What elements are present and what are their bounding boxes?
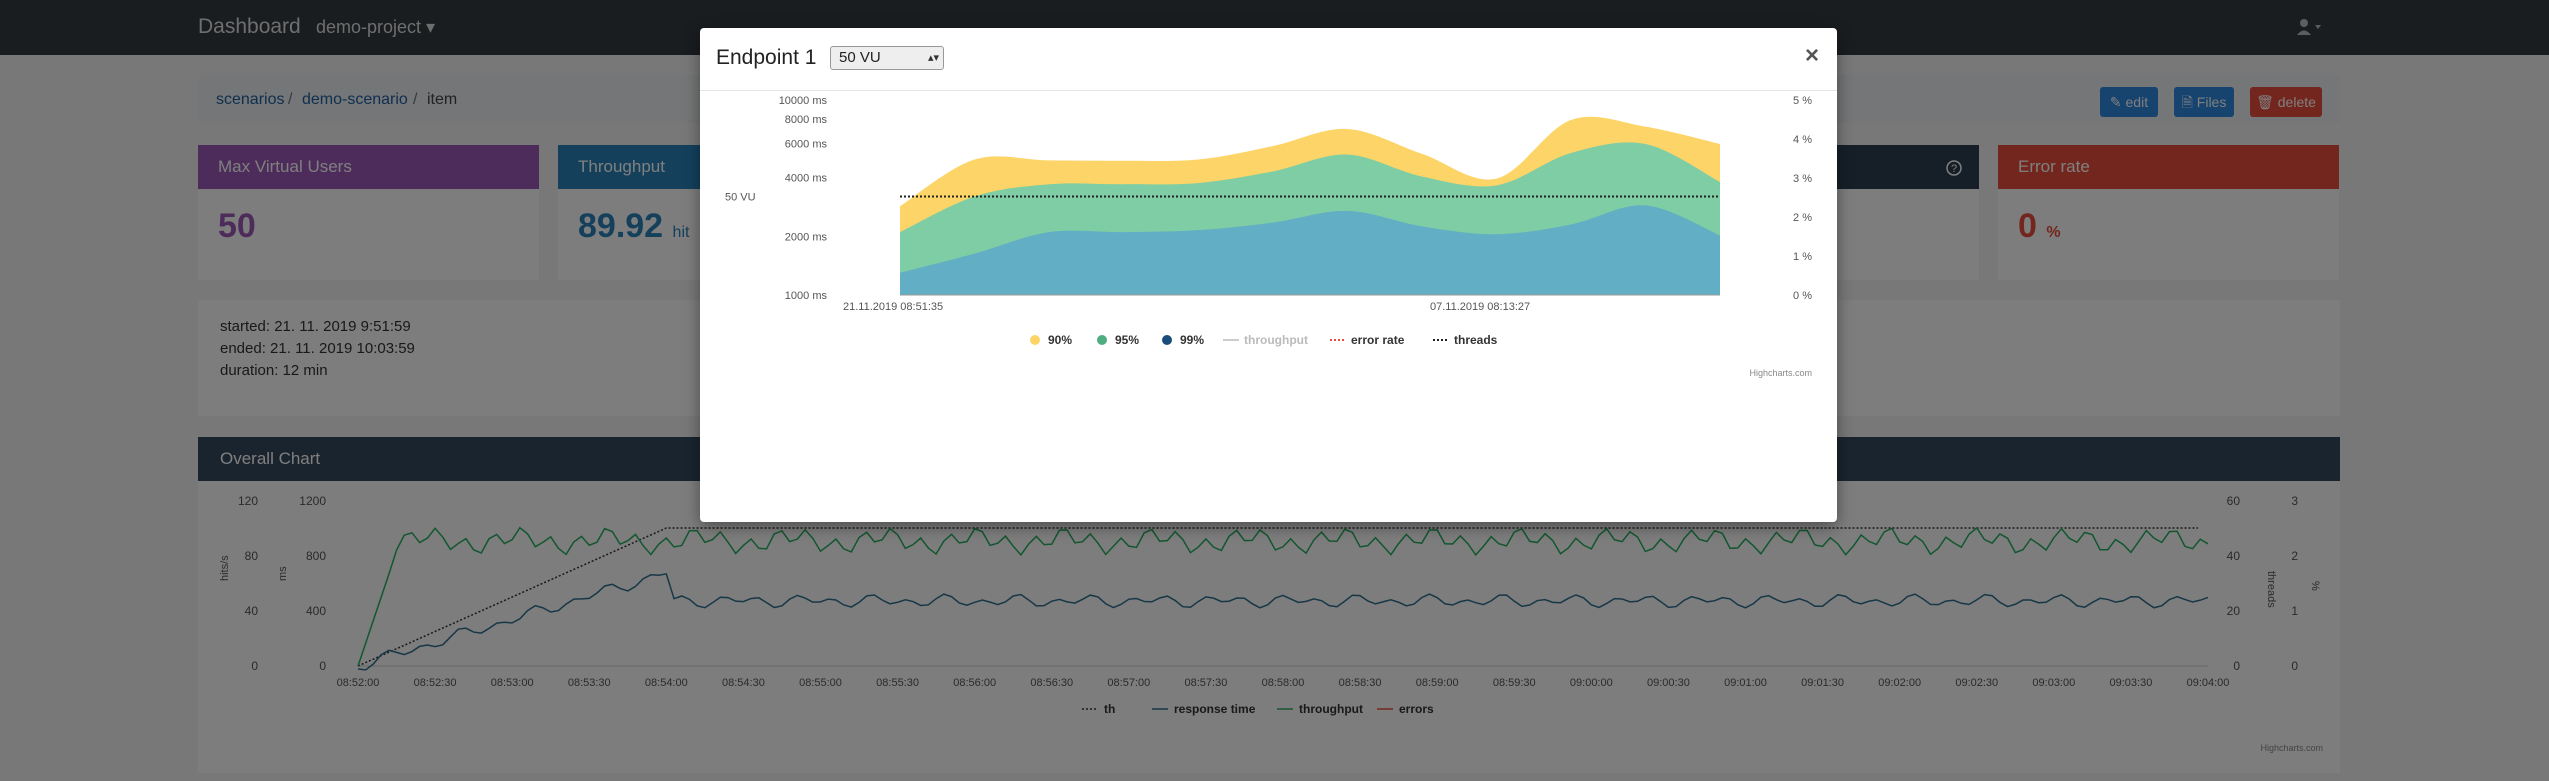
y-right-tick-label: 5 % (1793, 95, 1812, 107)
vu-select-value: 50 VU (839, 49, 881, 66)
vu-select[interactable]: 50 VU ▴▾ (830, 46, 944, 70)
legend-marker-icon (1030, 335, 1040, 345)
x-tick-label: 07.11.2019 08:13:27 (1430, 301, 1530, 313)
legend-marker-icon (1097, 335, 1107, 345)
y-right-tick-label: 2 % (1793, 212, 1812, 224)
legend-item-label: error rate (1351, 333, 1405, 347)
y-right-tick-label: 0 % (1793, 290, 1812, 302)
y-right-tick-label: 3 % (1793, 173, 1812, 185)
y-left-tick-label: 1000 ms (785, 290, 828, 302)
y-left-tick-label: 8000 ms (785, 114, 828, 126)
legend-item-label: 90% (1048, 333, 1072, 347)
x-tick-label: 21.11.2019 08:51:35 (843, 301, 943, 313)
close-button[interactable]: × (1805, 42, 1820, 69)
endpoint-chart: 10000 ms 8000 ms 6000 ms 4000 ms 2000 ms 1000… (725, 95, 1812, 378)
highcharts-credit: Highcharts.com (1749, 368, 1812, 378)
legend-item-label: threads (1454, 333, 1498, 347)
y-right-tick-label: 4 % (1793, 134, 1812, 146)
legend-item-label: 99% (1180, 333, 1204, 347)
y-left-tick-label: 10000 ms (779, 95, 828, 107)
modal-header: Endpoint 1 50 VU ▴▾ × (700, 28, 1837, 91)
legend-item-label: 95% (1115, 333, 1139, 347)
plot-line-label: 50 VU (725, 191, 756, 203)
y-right-tick-label: 1 % (1793, 251, 1812, 263)
endpoint-modal: Endpoint 1 50 VU ▴▾ × 10000 ms 8000 ms 600… (700, 28, 1837, 522)
y-left-tick-label: 6000 ms (785, 138, 828, 150)
select-arrows-icon: ▴▾ (927, 52, 939, 64)
legend-item-label: throughput (1244, 333, 1308, 347)
y-left-tick-label: 4000 ms (785, 173, 828, 185)
modal-title: Endpoint 1 (716, 46, 817, 69)
y-left-tick-label: 2000 ms (785, 231, 828, 243)
legend-marker-icon (1162, 335, 1172, 345)
area-99-series (900, 205, 1720, 295)
